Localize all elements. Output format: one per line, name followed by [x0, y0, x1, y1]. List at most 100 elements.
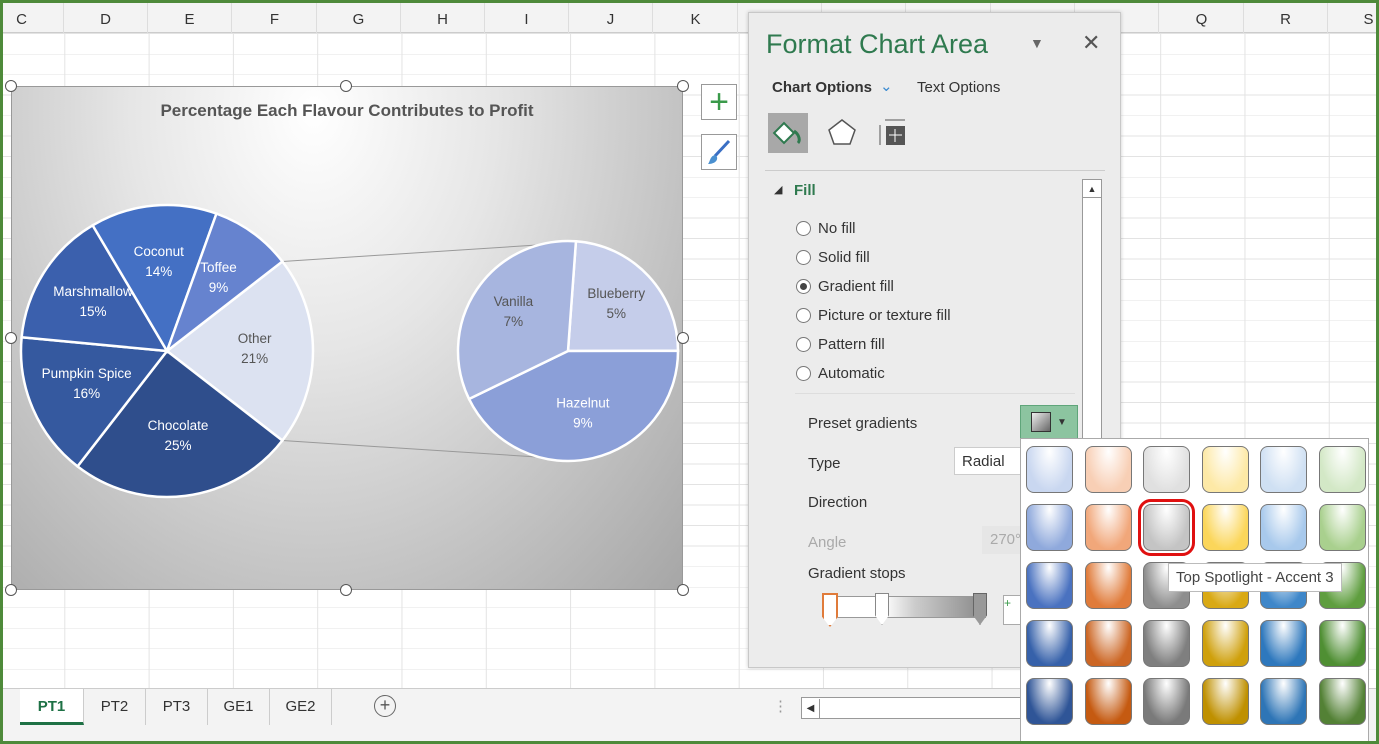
- radio-button[interactable]: [796, 250, 811, 265]
- pane-options-dropdown[interactable]: ▼: [1030, 35, 1044, 51]
- resize-handle[interactable]: [340, 80, 352, 92]
- horizontal-scrollbar[interactable]: ◀: [801, 697, 1031, 719]
- column-header[interactable]: I: [485, 0, 569, 33]
- sheet-tab-pt3[interactable]: PT3: [146, 689, 208, 725]
- radio-button[interactable]: [796, 366, 811, 381]
- column-header[interactable]: R: [1244, 0, 1328, 33]
- resize-handle[interactable]: [340, 584, 352, 596]
- gradient-swatch[interactable]: [1260, 446, 1307, 493]
- gradient-swatch[interactable]: [1201, 620, 1249, 667]
- pie-slice-chocolate[interactable]: [75, 349, 285, 499]
- tab-text-options[interactable]: Text Options: [917, 79, 1001, 96]
- pie-slice-pumpkin-spice[interactable]: [19, 335, 170, 469]
- resize-handle[interactable]: [677, 332, 689, 344]
- column-header[interactable]: H: [401, 0, 485, 33]
- chart-area[interactable]: Percentage Each Flavour Contributes to P…: [11, 86, 683, 590]
- gradient-swatch[interactable]: [1318, 446, 1366, 493]
- more-icon: ⋮: [773, 698, 788, 715]
- radio-no-fill[interactable]: No fill: [796, 220, 856, 237]
- gradient-swatch[interactable]: [1026, 504, 1073, 551]
- chevron-down-icon[interactable]: ⌄: [880, 78, 893, 95]
- radio-button[interactable]: [796, 308, 811, 323]
- gradient-swatch[interactable]: [1084, 678, 1132, 725]
- size-properties-icon[interactable]: [877, 117, 909, 149]
- gradient-swatch[interactable]: [1084, 620, 1132, 667]
- gradient-swatch[interactable]: [1143, 620, 1190, 667]
- pie-slice-toffee[interactable]: [164, 212, 285, 355]
- gradient-swatch[interactable]: [1260, 620, 1307, 667]
- resize-handle[interactable]: [677, 584, 689, 596]
- gradient-swatch[interactable]: [1026, 620, 1073, 667]
- resize-handle[interactable]: [5, 584, 17, 596]
- gradient-swatch[interactable]: [1260, 504, 1307, 551]
- add-gradient-stop-button[interactable]: +: [1003, 595, 1023, 625]
- pie-slice-blueberry[interactable]: [566, 239, 680, 353]
- close-icon[interactable]: ✕: [1082, 30, 1101, 55]
- gradient-swatch[interactable]: [1143, 678, 1190, 725]
- gradient-stop-handle[interactable]: [973, 593, 987, 625]
- pie-slice-hazelnut[interactable]: [467, 349, 680, 463]
- preset-gradients-dropdown[interactable]: ▼: [1020, 405, 1078, 439]
- gradient-swatch[interactable]: [1084, 504, 1132, 551]
- column-header[interactable]: C: [0, 0, 64, 33]
- column-header[interactable]: Q: [1160, 0, 1244, 33]
- resize-handle[interactable]: [5, 80, 17, 92]
- column-header[interactable]: G: [317, 0, 401, 33]
- column-header[interactable]: E: [148, 0, 232, 33]
- column-header[interactable]: D: [64, 0, 148, 33]
- column-header[interactable]: F: [233, 0, 317, 33]
- fill-line-tab[interactable]: [768, 113, 808, 153]
- sheet-tab-ge1[interactable]: GE1: [208, 689, 270, 725]
- pie-slice-marshmallow[interactable]: [20, 223, 170, 353]
- column-header[interactable]: J: [569, 0, 653, 33]
- gradient-swatch[interactable]: [1084, 562, 1132, 609]
- radio-gradient-fill[interactable]: Gradient fill: [796, 278, 894, 295]
- tab-chart-options[interactable]: Chart Options: [772, 79, 872, 96]
- gradient-swatch[interactable]: [1201, 446, 1249, 493]
- pie-slice-coconut[interactable]: [90, 203, 219, 354]
- column-header[interactable]: [1075, 0, 1159, 33]
- radio-label: Automatic: [818, 365, 885, 382]
- sheet-tab-pt2[interactable]: PT2: [84, 689, 146, 725]
- resize-handle[interactable]: [677, 80, 689, 92]
- gradient-swatch[interactable]: [1084, 446, 1132, 493]
- chart-styles-button[interactable]: [701, 134, 737, 170]
- pie-of-pie-chart[interactable]: Other 21% Chocolate 25% Pumpkin Spice 16% Mars…: [12, 87, 684, 591]
- gradient-stops-bar[interactable]: [828, 596, 986, 618]
- pentagon-effects-icon[interactable]: [826, 117, 858, 149]
- gradient-swatch[interactable]: [1260, 678, 1307, 725]
- radio-label: Pattern fill: [818, 336, 885, 353]
- tooltip: Top Spotlight - Accent 3: [1168, 563, 1342, 592]
- column-header[interactable]: K: [654, 0, 738, 33]
- gradient-swatch[interactable]: [1026, 446, 1073, 493]
- resize-handle[interactable]: [5, 332, 17, 344]
- gradient-swatch[interactable]: [1201, 678, 1249, 725]
- pie-slice-other[interactable]: [164, 259, 315, 443]
- gradient-swatch[interactable]: [1026, 678, 1073, 725]
- gradient-swatch[interactable]: [1026, 562, 1073, 609]
- radio-automatic[interactable]: Automatic: [796, 365, 885, 382]
- add-sheet-button[interactable]: +: [374, 695, 396, 717]
- pie-slice-vanilla[interactable]: [456, 239, 578, 401]
- sheet-tab-ge2[interactable]: GE2: [270, 689, 332, 725]
- gradient-swatch[interactable]: [1318, 504, 1366, 551]
- fill-section-header[interactable]: Fill: [794, 182, 816, 199]
- column-header[interactable]: S: [1327, 0, 1379, 33]
- gradient-swatch[interactable]: [1143, 446, 1190, 493]
- gradient-swatch-selected[interactable]: [1138, 499, 1195, 556]
- radio-button[interactable]: [796, 337, 811, 352]
- radio-pattern-fill[interactable]: Pattern fill: [796, 336, 885, 353]
- gradient-stop-handle[interactable]: [822, 593, 838, 627]
- gradient-swatch[interactable]: [1318, 620, 1366, 667]
- sheet-tab-pt1[interactable]: PT1: [20, 689, 84, 725]
- radio-solid-fill[interactable]: Solid fill: [796, 249, 870, 266]
- gradient-swatch[interactable]: [1318, 678, 1366, 725]
- collapse-triangle-icon[interactable]: ◢: [774, 184, 783, 196]
- radio-picture-or-texture-fill[interactable]: Picture or texture fill: [796, 307, 951, 324]
- gradient-stop-handle[interactable]: [875, 593, 889, 625]
- chart-title[interactable]: Percentage Each Flavour Contributes to P…: [160, 101, 534, 120]
- chart-elements-button[interactable]: +: [701, 84, 737, 120]
- radio-button[interactable]: [796, 221, 811, 236]
- gradient-swatch[interactable]: [1201, 504, 1249, 551]
- radio-button[interactable]: [796, 279, 811, 294]
